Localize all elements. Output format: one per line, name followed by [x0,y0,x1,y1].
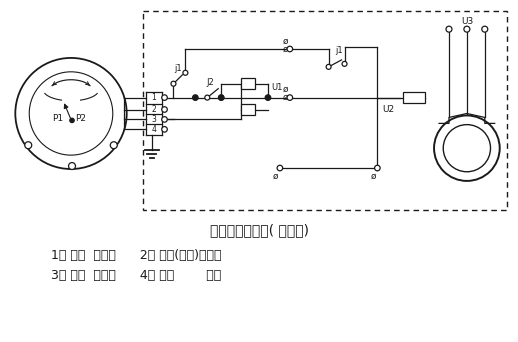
Bar [241,104,255,115]
Text: ø: ø [283,37,289,45]
Circle shape [16,58,127,169]
Circle shape [443,124,491,172]
Text: j3: j3 [445,127,453,136]
Text: J1: J1 [244,79,252,88]
Circle shape [375,165,380,171]
Text: ø: ø [371,171,376,181]
Text: U2: U2 [382,105,395,114]
Text: j1: j1 [335,47,342,55]
Text: 1: 1 [151,93,156,102]
Text: 电气线路示意图( 供参考): 电气线路示意图( 供参考) [209,224,309,238]
Text: ø: ø [283,44,289,53]
Circle shape [342,62,347,66]
Circle shape [162,127,167,132]
Circle shape [162,95,167,101]
Circle shape [287,46,293,52]
Circle shape [277,165,283,171]
Text: U1: U1 [271,83,282,92]
Text: 3－ 红色  断开线      4－ 黑色        地线: 3－ 红色 断开线 4－ 黑色 地线 [51,269,221,282]
Text: P1: P1 [52,114,64,123]
Circle shape [482,26,488,32]
Text: J2: J2 [244,105,252,114]
Text: U3: U3 [461,17,473,26]
Circle shape [287,95,293,101]
Text: ø: ø [273,171,279,181]
Circle shape [219,95,224,100]
Text: 4: 4 [151,125,156,134]
Circle shape [110,142,117,149]
Circle shape [326,64,331,69]
Circle shape [68,162,76,170]
Bar [403,92,425,103]
Text: P2: P2 [76,114,87,123]
Circle shape [183,70,188,75]
Circle shape [265,95,271,101]
Circle shape [70,118,74,122]
Circle shape [193,95,198,101]
Circle shape [219,95,224,101]
Circle shape [205,95,210,100]
Text: j3: j3 [481,127,488,136]
Circle shape [171,81,176,86]
Circle shape [446,26,452,32]
Bar [142,11,507,210]
Text: j1: j1 [175,64,182,73]
Text: 2: 2 [151,105,156,114]
Text: ø: ø [283,93,289,102]
Circle shape [29,72,113,155]
Circle shape [162,117,167,122]
Text: 1－ 黄色  公用线      2－ 绿色(蓝色)接通线: 1－ 黄色 公用线 2－ 绿色(蓝色)接通线 [51,249,222,262]
Circle shape [464,26,470,32]
Bar [241,78,255,89]
Text: ø: ø [283,85,289,94]
Circle shape [25,142,32,149]
Circle shape [434,116,500,181]
Text: D: D [457,136,477,160]
Text: J3: J3 [410,93,419,102]
Text: j3: j3 [463,127,470,136]
Circle shape [162,107,167,112]
Text: 3: 3 [151,115,156,124]
Text: J2: J2 [206,78,214,87]
